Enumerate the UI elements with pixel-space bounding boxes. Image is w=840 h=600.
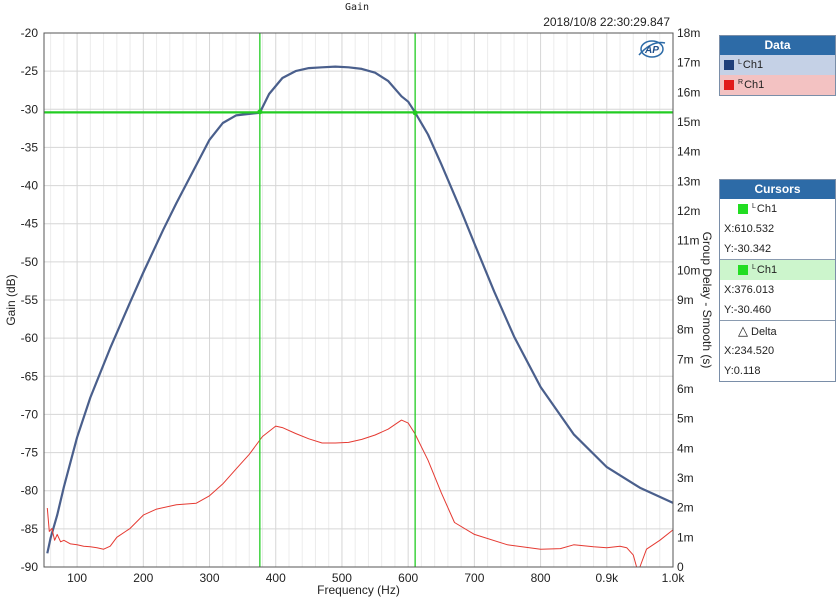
y-axis-label: Gain (dB): [4, 274, 18, 325]
y2-tick-label: 11m: [677, 234, 699, 248]
y2-tick-label: 10m: [677, 263, 700, 277]
y2-tick-label: 8m: [677, 323, 694, 337]
x-tick-label: 100: [67, 571, 87, 585]
cursor2-x: X:376.013: [724, 284, 775, 296]
chart-title: Gain: [345, 2, 369, 13]
data-item-right-ch1[interactable]: RCh1: [720, 75, 835, 95]
delta-x: X:234.520: [724, 345, 775, 357]
ap-logo-icon: AP: [638, 40, 666, 58]
y2-tick-label: 16m: [677, 85, 700, 99]
cursor2-swatch-icon: [738, 265, 748, 276]
data-panel-title: Data: [720, 36, 835, 55]
cursor1-x: X:610.532: [724, 223, 775, 235]
y-tick-label: -55: [21, 293, 39, 307]
y-tick-label: -65: [21, 369, 39, 383]
y2-tick-label: 4m: [677, 441, 694, 455]
data-item-left-ch1[interactable]: LCh1: [720, 55, 835, 75]
y2-tick-label: 12m: [677, 204, 700, 218]
y2-tick-label: 13m: [677, 174, 700, 188]
cursor2-label: Ch1: [756, 264, 778, 276]
x-tick-label: 800: [531, 571, 551, 585]
y-tick-label: -45: [21, 217, 39, 231]
y2-tick-label: 7m: [677, 352, 694, 366]
cursor-marker: [412, 110, 418, 116]
y-tick-label: -35: [21, 140, 39, 154]
cursor1-sup: L: [752, 203, 756, 210]
delta-y: Y:0.118: [724, 365, 761, 377]
y-tick-label: -80: [21, 484, 39, 498]
group-delay-series-line: [46, 419, 674, 568]
cursor1-channel[interactable]: LCh1: [720, 199, 835, 219]
data-panel: Data LCh1 RCh1: [719, 35, 836, 96]
y2-tick-label: 3m: [677, 471, 694, 485]
cursors-panel: Cursors LCh1 X:610.532 Y:-30.342 LCh1 X:…: [719, 179, 836, 382]
y-tick-label: -70: [21, 407, 39, 421]
y2-axis-label: Group Delay - Smooth (s): [700, 232, 714, 369]
y2-tick-label: 0: [677, 560, 684, 574]
y2-tick-label: 1m: [677, 530, 694, 544]
delta-header: △ Delta: [720, 321, 835, 341]
x-tick-label: 700: [464, 571, 484, 585]
series-layer: [46, 65, 674, 568]
y-tick-label: -90: [21, 560, 39, 574]
cursor2-y: Y:-30.460: [724, 304, 772, 316]
x-tick-label: 1.0k: [662, 571, 686, 585]
y-tick-label: -50: [21, 255, 39, 269]
cursor1-label: Ch1: [756, 203, 778, 215]
x-axis-label: Frequency (Hz): [317, 583, 400, 597]
y-tick-label: -40: [21, 179, 39, 193]
ap-logo-text: AP: [644, 45, 659, 56]
y2-tick-label: 15m: [677, 115, 700, 129]
channel-label: Ch1: [742, 59, 764, 71]
y-tick-label: -75: [21, 446, 39, 460]
y2-tick-label: 9m: [677, 293, 694, 307]
cursor-layer[interactable]: [44, 33, 673, 567]
y2-tick-label: 17m: [677, 56, 700, 70]
y-tick-label: -20: [21, 26, 39, 40]
cursor-marker: [257, 109, 263, 115]
y-tick-label: -60: [21, 331, 39, 345]
x-tick-label: 0.9k: [595, 571, 619, 585]
axes: -20 -25 -30 -35 -40 -45 -50 -55 -60 -65 -70 -75 -80 -…: [4, 26, 714, 597]
cursor2-sup: L: [752, 264, 756, 271]
y2-tick-label: 14m: [677, 145, 700, 159]
plot-border: [43, 32, 674, 568]
delta-label: Delta: [751, 326, 777, 338]
delta-icon: △: [738, 323, 748, 338]
y2-tick-label: 18m: [677, 26, 700, 40]
right-ch1-swatch-icon: [724, 80, 734, 91]
left-ch1-swatch-icon: [724, 60, 734, 71]
timestamp: 2018/10/8 22:30:29.847: [543, 15, 670, 29]
channel-sup: R: [738, 79, 744, 86]
cursor2-channel[interactable]: LCh1: [720, 260, 835, 280]
channel-label: Ch1: [744, 79, 765, 91]
x-tick-label: 200: [133, 571, 153, 585]
grid: [44, 32, 674, 568]
y-tick-label: -30: [21, 102, 39, 116]
channel-sup: L: [738, 59, 742, 66]
gain-series-line: [46, 65, 674, 554]
x-tick-label: 600: [398, 571, 418, 585]
x-tick-label: 400: [266, 571, 286, 585]
x-tick-label: 300: [200, 571, 220, 585]
cursor1-swatch-icon: [738, 204, 748, 215]
y2-tick-label: 6m: [677, 382, 694, 396]
y2-tick-label: 5m: [677, 412, 694, 426]
cursor1-y: Y:-30.342: [724, 243, 772, 255]
y-tick-label: -85: [21, 522, 39, 536]
cursors-panel-title: Cursors: [720, 180, 835, 199]
y-tick-label: -25: [21, 64, 39, 78]
y2-tick-label: 2m: [677, 501, 694, 515]
x-tick-label: 500: [332, 571, 352, 585]
